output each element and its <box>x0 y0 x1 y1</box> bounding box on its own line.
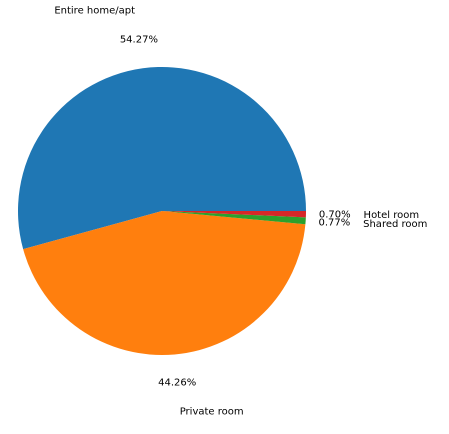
pie-category-label: Shared room <box>363 219 427 230</box>
pie-category-label: Entire home/apt <box>54 6 135 17</box>
pie-pct-label: 0.70% <box>319 209 351 220</box>
pie-pct-label: 54.27% <box>120 34 158 45</box>
pie-pct-label: 44.26% <box>158 378 196 389</box>
pie-slices <box>18 67 307 355</box>
pie-category-label: Private room <box>180 406 244 417</box>
pie-slice-hotel-room <box>162 211 306 218</box>
pie-pct-label: 0.77% <box>319 217 351 228</box>
pie-slice-entire-home-apt <box>18 67 307 250</box>
pie-slice-private-room <box>23 211 306 355</box>
pie-labels: 54.27% Entire home/apt 44.26% Private room 0… <box>54 6 427 418</box>
pie-slice-shared-room <box>162 211 306 225</box>
pie-category-label: Hotel room <box>364 210 420 221</box>
